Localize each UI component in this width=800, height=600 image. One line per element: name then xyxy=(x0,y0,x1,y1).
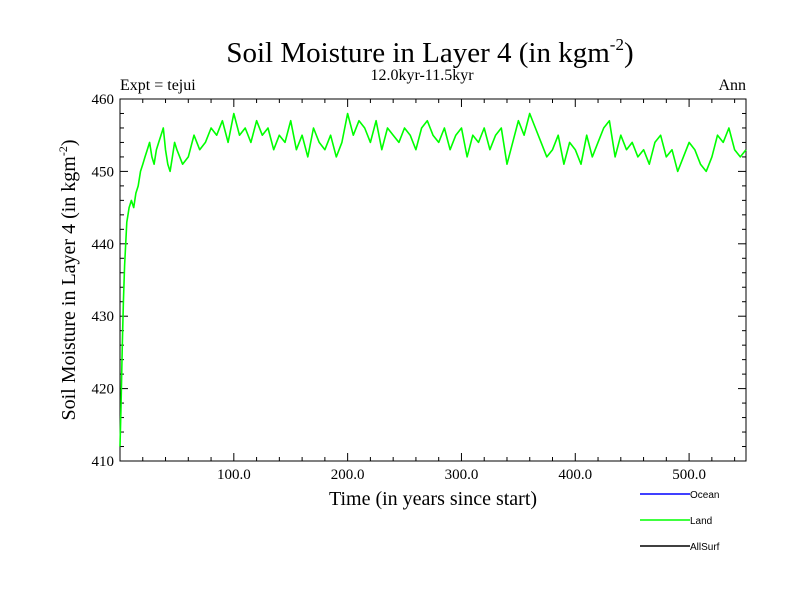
x-tick-label: 400.0 xyxy=(558,467,592,483)
y-ticks: 410 420 430 440 450 460 xyxy=(92,92,746,470)
y-tick-label: 450 xyxy=(92,164,115,180)
y-tick-label: 440 xyxy=(92,237,115,253)
x-tick-label: 200.0 xyxy=(331,467,365,483)
x-tick-label: 100.0 xyxy=(217,467,251,483)
plot-frame xyxy=(119,98,747,462)
experiment-label: Expt = tejui xyxy=(120,77,196,94)
legend: Ocean Land AllSurf xyxy=(640,490,720,553)
y-tick-label: 460 xyxy=(92,92,115,108)
x-axis-label: Time (in years since start) xyxy=(329,488,537,510)
y-axis-label: Soil Moisture in Layer 4 (in kgm-2) xyxy=(56,139,80,420)
legend-label-allsurf: AllSurf xyxy=(690,542,720,553)
legend-label-ocean: Ocean xyxy=(690,490,719,501)
chart-subtitle: 12.0kyr-11.5kyr xyxy=(370,67,474,84)
x-ticks: 100.0 200.0 300.0 400.0 500.0 xyxy=(142,99,736,483)
y-tick-label: 430 xyxy=(92,309,115,325)
season-label: Ann xyxy=(718,77,746,94)
x-tick-label: 300.0 xyxy=(445,467,479,483)
series-layer xyxy=(119,112,747,447)
y-tick-label: 420 xyxy=(92,382,115,398)
chart-title: Soil Moisture in Layer 4 (in kgm-2) xyxy=(226,35,633,69)
series-line-land xyxy=(119,112,747,447)
legend-label-land: Land xyxy=(690,516,712,527)
x-tick-label: 500.0 xyxy=(672,467,706,483)
y-tick-label: 410 xyxy=(92,454,115,470)
